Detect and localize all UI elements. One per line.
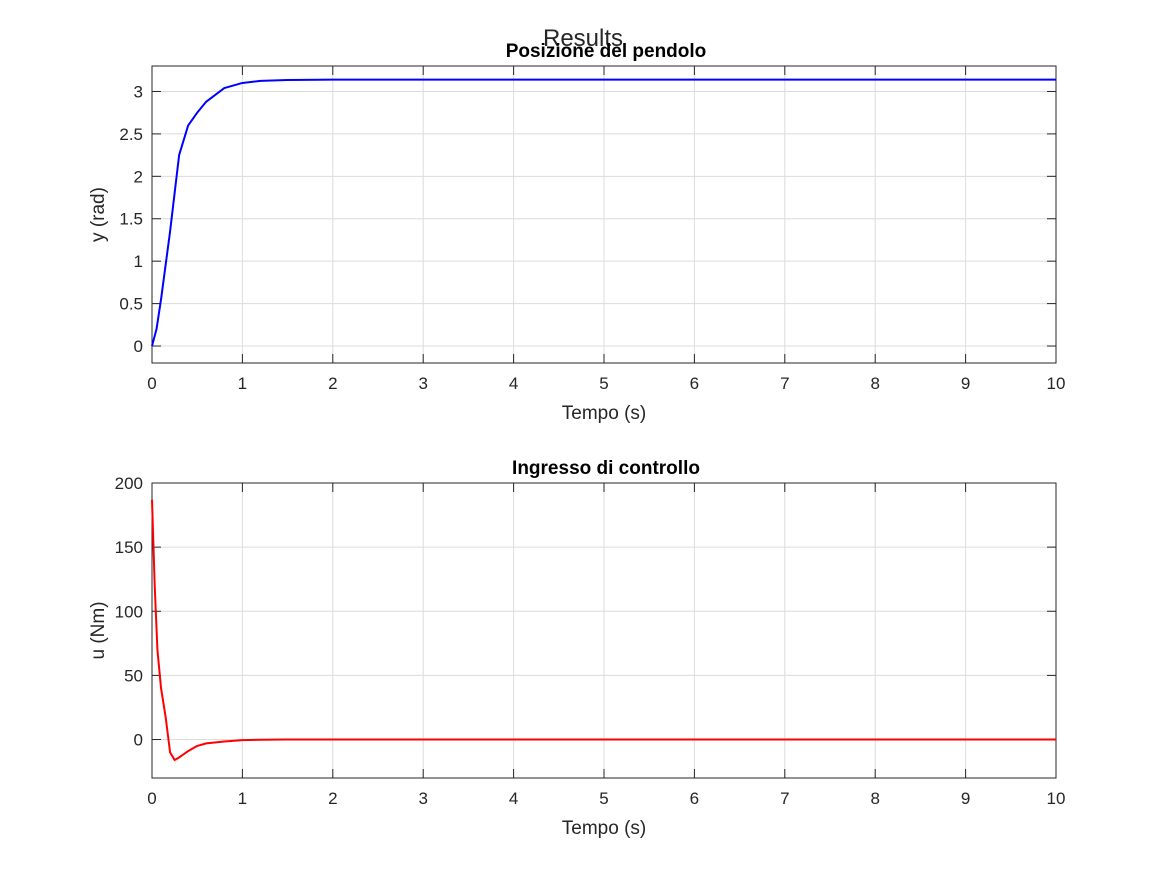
- x-tick-label: 1: [238, 374, 247, 393]
- x-tick-label: 4: [509, 374, 518, 393]
- x-tick-label: 10: [1047, 374, 1066, 393]
- x-tick-label: 10: [1047, 789, 1066, 808]
- y-tick-label: 3: [134, 82, 143, 101]
- y-tick-label: 100: [115, 602, 143, 621]
- x-tick-label: 4: [509, 789, 518, 808]
- x-tick-label: 3: [418, 374, 427, 393]
- x-tick-label: 8: [870, 789, 879, 808]
- y-tick-label: 1: [134, 252, 143, 271]
- y-axis-label: y (rad): [88, 187, 109, 242]
- x-tick-label: 5: [599, 374, 608, 393]
- series-line: [151, 78, 1056, 347]
- x-tick-label: 7: [780, 789, 789, 808]
- y-tick-label: 2: [134, 167, 143, 186]
- x-tick-label: 2: [328, 789, 337, 808]
- x-tick-label: 7: [780, 374, 789, 393]
- x-axis-label: Tempo (s): [562, 818, 646, 839]
- plot-title: Posizione del pendolo: [506, 41, 707, 62]
- x-tick-label: 6: [690, 374, 699, 393]
- y-tick-label: 0: [134, 337, 143, 356]
- x-tick-label: 0: [147, 789, 156, 808]
- figure-suptitle: Results: [543, 25, 623, 52]
- y-tick-label: 0.5: [119, 295, 143, 314]
- x-tick-label: 6: [690, 789, 699, 808]
- series-line: [151, 499, 1056, 762]
- y-tick-label: 150: [115, 538, 143, 557]
- x-tick-label: 0: [147, 374, 156, 393]
- x-tick-label: 5: [599, 789, 608, 808]
- x-tick-label: 8: [870, 374, 879, 393]
- plot-title: Ingresso di controllo: [512, 458, 700, 479]
- x-tick-label: 3: [418, 789, 427, 808]
- x-tick-label: 1: [238, 789, 247, 808]
- y-tick-label: 200: [115, 474, 143, 493]
- y-tick-label: 1.5: [119, 210, 143, 229]
- x-tick-label: 9: [961, 374, 970, 393]
- x-tick-label: 9: [961, 789, 970, 808]
- x-axis-label: Tempo (s): [562, 403, 646, 424]
- y-tick-label: 2.5: [119, 125, 143, 144]
- y-tick-label: 50: [124, 666, 143, 685]
- y-axis-label: u (Nm): [88, 601, 109, 659]
- x-tick-label: 2: [328, 374, 337, 393]
- y-tick-label: 0: [134, 731, 143, 750]
- subplot-position: 0 1 2 3 4 5 6 7 8 9 10 0 0.5 1 1.5 2 2.5 3 Posizione del p…: [88, 41, 1065, 424]
